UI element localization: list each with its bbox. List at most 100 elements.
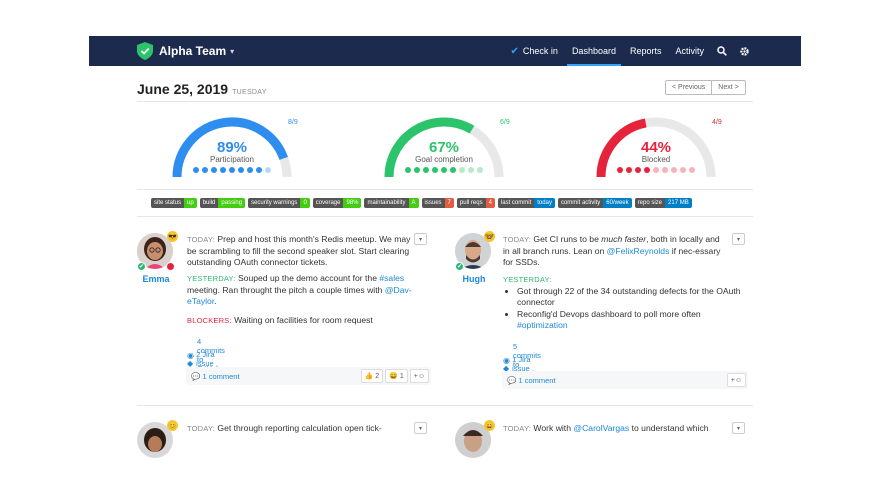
badge-value: A	[408, 198, 419, 208]
gauge-dots	[167, 167, 297, 173]
mention-link[interactable]: @FelixReynolds	[606, 245, 670, 256]
participant-dot	[662, 167, 668, 173]
status-badge[interactable]: commit activity 60/week	[557, 198, 632, 208]
nav-activity[interactable]: Activity	[668, 36, 711, 66]
hashtag-link[interactable]: #optimization	[517, 320, 568, 330]
today-text: Prep and host this month's Redis meetup.…	[187, 234, 411, 267]
top-navbar: Alpha Team ▾ ✔ Check in Dashboard Report…	[89, 36, 801, 66]
badge-value: 4	[485, 198, 495, 208]
participant-dot	[256, 167, 262, 173]
checkin-status-icon: ✔	[455, 262, 464, 271]
team-switcher[interactable]: Alpha Team ▾	[137, 42, 234, 60]
participant-dot	[405, 167, 411, 173]
participant-dot	[220, 167, 226, 173]
today-tag: TODAY:	[187, 424, 216, 433]
today-text: Work with	[533, 423, 574, 433]
list-item-text: Reconfig'd Devops dashboard to poll more…	[517, 308, 701, 319]
search-icon[interactable]	[711, 36, 733, 66]
blocked-status-icon	[166, 262, 175, 271]
nav-dashboard-label: Dashboard	[571, 46, 616, 56]
next-button[interactable]: Next >	[712, 80, 746, 95]
participant-dot	[432, 167, 438, 173]
participant-dot	[229, 167, 235, 173]
divider	[137, 405, 753, 406]
nav-checkin[interactable]: ✔ Check in	[504, 36, 565, 66]
badge-value: 0	[300, 198, 310, 208]
status-badge[interactable]: security warnings 0	[248, 198, 310, 208]
status-badge[interactable]: last commit today	[497, 198, 555, 208]
yesterday-entry: YESTERDAY: Got through 22 of the 34 outs…	[503, 274, 748, 332]
reaction-thumbs-up[interactable]: 👍 2	[360, 369, 384, 383]
hashtag-link[interactable]: #sales	[379, 273, 405, 283]
status-badge[interactable]: repo size 217 MB	[634, 198, 692, 208]
gauge-arc	[596, 117, 716, 178]
comments-link[interactable]: 💬 1 comment	[507, 376, 556, 385]
blockers-entry: BLOCKERS: Waiting on facilities for room…	[187, 315, 412, 327]
comment-icon: 💬	[191, 372, 201, 381]
gauge-arc	[384, 117, 504, 178]
card-menu-chevron-icon[interactable]: ▾	[732, 422, 745, 434]
status-badge[interactable]: coverage 98%	[312, 198, 362, 208]
participant-dot	[414, 167, 420, 173]
user-name[interactable]: Emma	[142, 274, 170, 284]
gauge-dots	[379, 167, 509, 173]
badge-value: 98%	[343, 198, 362, 208]
gauge-label: Blocked	[641, 155, 671, 164]
yesterday-list: Got through 22 of the 34 outstanding def…	[517, 286, 748, 332]
participant-dot	[459, 167, 465, 173]
participant-dot	[680, 167, 686, 173]
status-badge[interactable]: build passing	[199, 198, 246, 208]
emoji-status-icon: 🤓	[484, 231, 495, 242]
card-footer: 💬 1 comment +☺	[502, 371, 748, 389]
date-pager: < Previous Next >	[665, 80, 746, 95]
gauge-percent: 67%	[428, 139, 460, 156]
weekday-text: TUESDAY	[232, 89, 267, 96]
previous-button[interactable]: < Previous	[665, 80, 713, 95]
yesterday-tag: YESTERDAY:	[187, 274, 236, 283]
gauge-blocked: 44% Blocked 4/9	[591, 115, 722, 185]
avatar[interactable]	[455, 422, 491, 458]
list-item: Reconfig'd Devops dashboard to poll more…	[517, 309, 748, 332]
badge-key: site status	[151, 198, 185, 208]
badge-key: commit activity	[557, 198, 604, 208]
add-reaction-button[interactable]: +☺	[726, 373, 746, 387]
participant-dot	[644, 167, 650, 173]
nav-activity-label: Activity	[675, 46, 704, 56]
badge-value: up	[184, 198, 197, 208]
card-menu-chevron-icon[interactable]: ▾	[732, 233, 745, 245]
participant-dot	[653, 167, 659, 173]
reaction-laugh[interactable]: 😄 1	[385, 369, 408, 383]
status-badge[interactable]: site status up	[151, 198, 197, 208]
emoji-status-icon: 😊	[167, 420, 178, 431]
blockers-text: Waiting on facilities for room request	[234, 315, 373, 325]
today-text: , both in locally and in all branch runs…	[503, 234, 720, 256]
badge-value: today	[534, 198, 555, 208]
yesterday-tag: YESTERDAY:	[503, 275, 552, 284]
badge-value: 60/week	[603, 198, 632, 208]
participant-dot	[423, 167, 429, 173]
status-badge[interactable]: pull reqs 4	[456, 198, 495, 208]
participant-dot	[265, 167, 271, 173]
today-entry: TODAY: Prep and host this month's Redis …	[187, 234, 412, 269]
mention-link[interactable]: @Dav-eTaylor	[187, 284, 412, 307]
checkmark-icon: ✔	[510, 45, 519, 57]
team-name: Alpha Team	[159, 44, 227, 58]
status-badge[interactable]: maintainability A	[364, 198, 419, 208]
participant-dot	[193, 167, 199, 173]
today-text: to understand which	[629, 423, 709, 433]
badge-value: passing	[218, 198, 246, 208]
user-name[interactable]: Hugh	[462, 274, 486, 284]
mention-link[interactable]: @CarolVargas	[573, 423, 630, 433]
gear-icon[interactable]	[733, 36, 755, 66]
comments-link[interactable]: 💬 1 comment	[191, 372, 240, 381]
nav-dashboard[interactable]: Dashboard	[565, 36, 623, 66]
participant-dot	[626, 167, 632, 173]
card-menu-chevron-icon[interactable]: ▾	[414, 422, 427, 434]
gauge-fraction: 4/9	[712, 119, 722, 126]
badge-key: issues	[421, 198, 445, 208]
status-badge[interactable]: issues 7	[421, 198, 454, 208]
add-reaction-button[interactable]: +☺	[409, 369, 429, 383]
card-menu-chevron-icon[interactable]: ▾	[414, 233, 427, 245]
divider	[137, 189, 753, 190]
nav-reports[interactable]: Reports	[623, 36, 669, 66]
